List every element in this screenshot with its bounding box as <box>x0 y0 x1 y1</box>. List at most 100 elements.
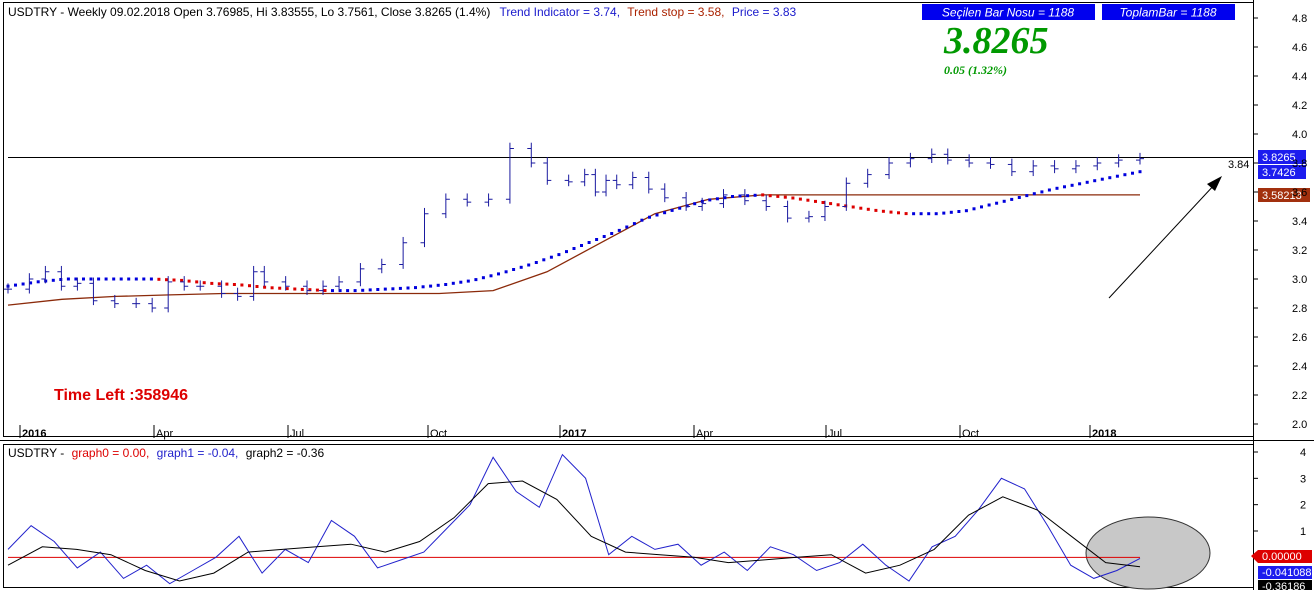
y-tick-label: 4.6 <box>1292 42 1307 54</box>
trend-indicator-dot <box>866 207 870 211</box>
trend-indicator-dot <box>1055 186 1059 190</box>
trend-indicator-dot <box>89 277 93 281</box>
trend-indicator-dot <box>534 261 538 264</box>
trend-indicator-dot <box>655 213 659 217</box>
trend-indicator-dot <box>942 211 946 215</box>
trend-indicator-dot <box>459 280 463 284</box>
trend-indicator-dot <box>165 278 168 282</box>
trend-indicator-dot <box>972 207 976 211</box>
trend-stop-series <box>7 194 1140 306</box>
trend-indicator-dot <box>157 277 161 281</box>
trend-indicator-dot <box>768 194 772 198</box>
trend-indicator-dot <box>1002 199 1006 203</box>
graph0-box <box>1258 550 1312 563</box>
trend-indicator-dot <box>549 255 553 259</box>
trend-stop-line <box>7 194 1140 306</box>
graph0-pointer <box>1251 550 1258 563</box>
trend-indicator-dot <box>783 195 787 199</box>
highlight-ellipse <box>1085 516 1211 590</box>
y-tick-label: 3.8 <box>1292 158 1307 170</box>
trend-indicator-dot <box>1078 182 1082 186</box>
trend-indicator-dot <box>859 206 863 210</box>
header-legend: USDTRY - Weekly 09.02.2018 Open 3.76985,… <box>8 5 797 19</box>
trend-indicator-dot <box>512 268 516 271</box>
trend-indicator-dot <box>270 286 274 290</box>
trend-indicator-dot <box>1131 171 1134 175</box>
trend-indicator-dot <box>391 287 395 291</box>
trend-indicator-dot <box>934 212 938 216</box>
trend-indicator-dot <box>429 284 433 288</box>
trend-indicator-dot <box>957 210 961 213</box>
y-tick-label: 2.8 <box>1292 303 1307 315</box>
trend-indicator-dot <box>1138 170 1142 174</box>
y-tick-label: 2.4 <box>1292 361 1307 373</box>
header-symbol: USDTRY - Weekly 09.02.2018 Open 3.76985,… <box>8 5 490 19</box>
lower-symbol: USDTRY - <box>8 446 64 460</box>
trend-indicator-dot <box>617 228 621 232</box>
trend-indicator-dot <box>97 277 101 281</box>
trend-indicator-dot <box>1093 179 1097 183</box>
trend-indicator-dot <box>1032 192 1036 196</box>
trend-indicator-dot <box>323 289 327 292</box>
trend-indicator-dot <box>693 202 697 206</box>
trend-indicator-dot <box>353 289 357 293</box>
trend-indicator-dot <box>632 222 636 226</box>
trend-indicator-dot <box>814 199 817 203</box>
x-tick-label: Jul <box>828 428 842 440</box>
trend-indicator-dot <box>670 208 674 212</box>
x-tick-label: Apr <box>156 428 173 440</box>
graph0-label: 0.00000 <box>1262 551 1302 563</box>
header-trend-stop: Trend stop = 3.58, <box>627 5 724 19</box>
trend-indicator-dot <box>738 194 742 198</box>
trend-indicator-dot <box>519 265 523 269</box>
trend-indicator-dot <box>127 277 131 281</box>
trend-indicator-dot <box>836 203 840 207</box>
trend-indicator-dot <box>753 193 757 197</box>
trend-indicator-dot <box>806 198 810 202</box>
trend-indicator-label: 3.7426 <box>1262 167 1296 179</box>
trend-indicator-dot <box>580 244 583 247</box>
trend-indicator-dot <box>142 277 146 281</box>
trend-indicator-dot <box>308 288 312 292</box>
trend-arrow-head <box>1207 176 1222 191</box>
trend-indicator-dot <box>59 278 63 281</box>
trend-indicator-dot <box>29 281 33 285</box>
close-price-box <box>1258 150 1306 164</box>
trend-indicator-dot <box>723 196 727 200</box>
osc-tick-label: 4 <box>1300 447 1306 459</box>
trend-indicator-dot <box>368 288 372 292</box>
trend-indicator-dot <box>572 247 576 250</box>
trend-indicator-dot <box>685 204 689 208</box>
x-tick-label: Oct <box>430 428 447 440</box>
trend-indicator-dot <box>119 277 123 281</box>
trend-indicator-dot <box>278 286 282 290</box>
trend-indicator-dot <box>987 203 991 207</box>
trend-indicator-dot <box>172 278 176 282</box>
trend-indicator-dot <box>1047 188 1051 192</box>
price-panel <box>3 2 1254 437</box>
trend-indicator-dot <box>315 288 319 292</box>
trend-indicator-dot <box>66 277 70 281</box>
y-tick-label: 3.4 <box>1292 216 1307 228</box>
trend-indicator-dot <box>225 282 229 286</box>
osc-graph1-line <box>7 453 1141 585</box>
trend-indicator-box <box>1258 165 1306 179</box>
trend-indicator-dot <box>798 197 802 201</box>
osc-tick-label: 2 <box>1300 500 1306 512</box>
header-trend-indicator: Trend Indicator = 3.74, <box>499 5 620 19</box>
trend-indicator-dot <box>1100 177 1104 181</box>
close-price-label: 3.8265 <box>1262 152 1296 164</box>
y-tick-label: 4.8 <box>1292 13 1307 25</box>
trend-indicator-dot <box>21 282 25 286</box>
trend-indicator-dot <box>881 209 885 213</box>
total-bars-text: ToplamBar = 1188 <box>1119 6 1216 20</box>
trend-indicator-dot <box>851 205 855 209</box>
trend-indicator-dot <box>489 274 493 278</box>
trend-indicator-dot <box>761 193 765 197</box>
trend-indicator-dot <box>263 285 267 289</box>
y-tick-label: 4.2 <box>1292 100 1307 112</box>
trend-indicator-dot <box>527 263 531 267</box>
trend-indicator-dot <box>625 225 629 229</box>
